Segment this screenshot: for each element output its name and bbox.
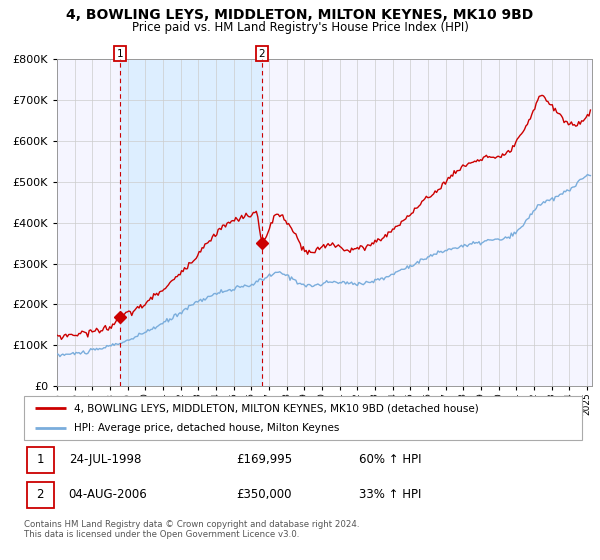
Bar xyxy=(27,447,53,473)
Text: 1: 1 xyxy=(37,454,44,466)
Text: Price paid vs. HM Land Registry's House Price Index (HPI): Price paid vs. HM Land Registry's House … xyxy=(131,21,469,34)
Text: £350,000: £350,000 xyxy=(236,488,292,501)
Text: Contains HM Land Registry data © Crown copyright and database right 2024.
This d: Contains HM Land Registry data © Crown c… xyxy=(24,520,359,539)
Text: 2: 2 xyxy=(37,488,44,501)
Text: 4, BOWLING LEYS, MIDDLETON, MILTON KEYNES, MK10 9BD (detached house): 4, BOWLING LEYS, MIDDLETON, MILTON KEYNE… xyxy=(74,403,479,413)
Bar xyxy=(27,482,53,508)
Text: 04-AUG-2006: 04-AUG-2006 xyxy=(68,488,148,501)
Text: 4, BOWLING LEYS, MIDDLETON, MILTON KEYNES, MK10 9BD: 4, BOWLING LEYS, MIDDLETON, MILTON KEYNE… xyxy=(67,8,533,22)
Text: £169,995: £169,995 xyxy=(236,454,292,466)
Text: 24-JUL-1998: 24-JUL-1998 xyxy=(68,454,141,466)
Text: 1: 1 xyxy=(116,49,123,59)
Text: 60% ↑ HPI: 60% ↑ HPI xyxy=(359,454,421,466)
Bar xyxy=(120,59,262,386)
Text: 2: 2 xyxy=(259,49,265,59)
Text: HPI: Average price, detached house, Milton Keynes: HPI: Average price, detached house, Milt… xyxy=(74,423,340,433)
Text: 33% ↑ HPI: 33% ↑ HPI xyxy=(359,488,421,501)
